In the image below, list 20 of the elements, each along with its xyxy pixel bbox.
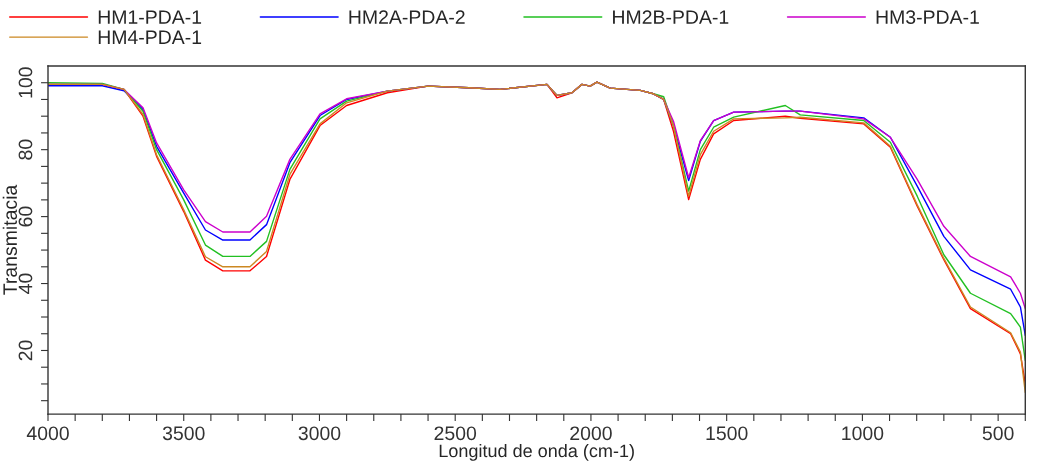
y-tick-label: 40 — [18, 273, 33, 294]
y-tick-label: 80 — [18, 139, 33, 160]
legend-label: HM2A-PDA-2 — [349, 10, 465, 24]
x-tick-label: 500 — [982, 426, 1014, 441]
legend-label: HM4-PDA-1 — [98, 30, 202, 44]
legend-label: HM2B-PDA-1 — [613, 10, 729, 24]
y-tick-label: 100 — [18, 67, 33, 98]
x-tick-label: 1000 — [842, 426, 884, 441]
y-axis-title: Transmitacia — [2, 184, 17, 295]
x-tick-label: 3000 — [298, 426, 341, 441]
x-axis-title: Longitud de onda (cm-1) — [439, 444, 634, 461]
x-tick-label: 2500 — [434, 426, 477, 441]
x-tick-label: 1500 — [706, 426, 748, 441]
legend-label: HM3-PDA-1 — [876, 10, 979, 24]
x-tick-label: 2000 — [570, 426, 612, 441]
y-tick-label: 60 — [18, 206, 33, 227]
x-tick-label: 4000 — [26, 426, 69, 441]
y-tick-label: 20 — [18, 340, 33, 361]
legend-label: HM1-PDA-1 — [98, 10, 202, 24]
x-tick-label: 3500 — [162, 426, 205, 441]
